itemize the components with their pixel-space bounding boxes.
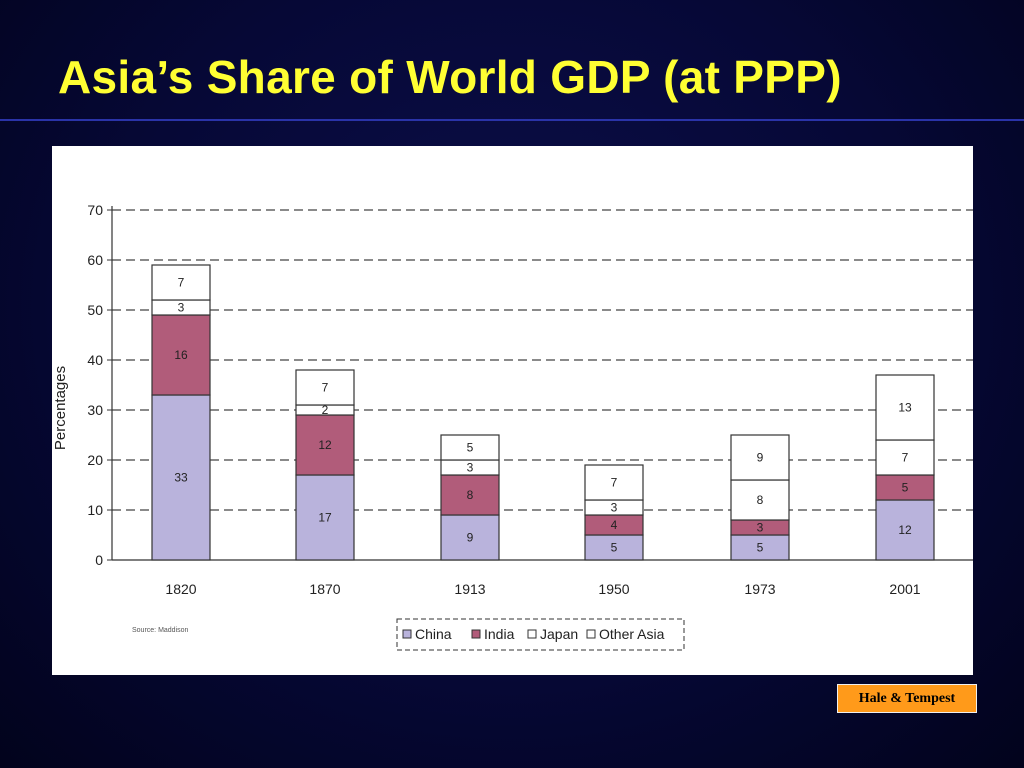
- data-label: 4: [611, 518, 618, 532]
- y-axis-label: Percentages: [52, 366, 69, 450]
- data-label: 2: [322, 403, 329, 417]
- data-label: 3: [757, 521, 764, 535]
- y-tick-label: 0: [95, 552, 103, 568]
- x-tick-label: 1913: [454, 581, 485, 597]
- x-tick-labels: 1820 1870 1913 1950 1973 2001: [165, 581, 920, 597]
- legend-swatch: [527, 629, 537, 639]
- bar-segment-china: [730, 534, 790, 561]
- credit-badge: Hale & Tempest: [837, 684, 977, 713]
- y-tick-label: 50: [87, 302, 103, 318]
- data-label: 7: [322, 381, 329, 395]
- data-label: 5: [611, 541, 618, 555]
- data-label: 17: [318, 511, 332, 525]
- legend-swatch: [471, 629, 481, 639]
- y-tick-label: 70: [87, 202, 103, 218]
- legend-label: India: [484, 626, 515, 642]
- bar-segment-other-asia: [875, 374, 935, 441]
- data-label: 33: [174, 471, 188, 485]
- data-label: 8: [467, 488, 474, 502]
- data-label: 7: [178, 276, 185, 290]
- data-label: 3: [611, 501, 618, 515]
- bar-segment-other-asia: [730, 434, 790, 481]
- data-label: 5: [757, 541, 764, 555]
- data-label: 5: [467, 441, 474, 455]
- data-label: 9: [467, 531, 474, 545]
- legend-label: Japan: [540, 626, 578, 642]
- bar-segment-china: [151, 394, 211, 561]
- legend-frame: [396, 618, 685, 651]
- data-label: 12: [898, 523, 912, 537]
- bar-segment-japan: [875, 439, 935, 476]
- data-label: 8: [757, 493, 764, 507]
- data-label: 13: [898, 401, 912, 415]
- bar-segment-china: [295, 474, 355, 561]
- data-label: 7: [611, 476, 618, 490]
- stacked-bar-chart: 0 10 20 30 40 50 60 70 33 16 3 7 17 12 2 7 9 8 3 5 5 4 3 7 5 3 8 9…: [52, 202, 973, 651]
- x-tick-label: 2001: [889, 581, 920, 597]
- y-tick-label: 60: [87, 252, 103, 268]
- x-tick-label: 1973: [744, 581, 775, 597]
- y-tick-label: 10: [87, 502, 103, 518]
- bar-segment-china: [875, 499, 935, 561]
- title-divider: [0, 119, 1024, 121]
- x-tick-label: 1820: [165, 581, 196, 597]
- y-tick-label: 30: [87, 402, 103, 418]
- bar-segment-other-asia: [151, 264, 211, 301]
- data-label: 7: [902, 451, 909, 465]
- bar-segment-other-asia: [295, 369, 355, 406]
- gridlines: [112, 209, 973, 511]
- data-label: 5: [902, 481, 909, 495]
- bar-segment-china: [584, 534, 644, 561]
- bar-segment-other-asia: [440, 434, 500, 461]
- x-tick-label: 1870: [309, 581, 340, 597]
- bars: 33 16 3 7 17 12 2 7 9 8 3 5 5 4 3 7 5 3 8 9 12 5 7 13: [151, 264, 935, 561]
- y-tick-label: 40: [87, 352, 103, 368]
- legend-label: Other Asia: [599, 626, 665, 642]
- data-label: 12: [318, 438, 332, 452]
- data-label: 16: [174, 348, 188, 362]
- legend-swatch: [586, 629, 596, 639]
- data-label: 3: [467, 461, 474, 475]
- axes: 0 10 20 30 40 50 60 70: [87, 202, 973, 568]
- bar-segment-india: [440, 474, 500, 516]
- data-label: 9: [757, 451, 764, 465]
- legend-swatch: [402, 629, 412, 639]
- data-label: 3: [178, 301, 185, 315]
- y-tick-label: 20: [87, 452, 103, 468]
- x-tick-label: 1950: [598, 581, 629, 597]
- legend-label: China: [415, 626, 452, 642]
- bar-segment-other-asia: [584, 464, 644, 501]
- legend: China India Japan Other Asia: [396, 618, 685, 651]
- source-note: Source: Maddison: [132, 627, 189, 634]
- slide-title: Asia’s Share of World GDP (at PPP): [58, 51, 842, 103]
- chart-panel: 0 10 20 30 40 50 60 70 33 16 3 7 17 12 2 7 9 8 3 5 5 4 3 7 5 3 8 9…: [52, 146, 973, 675]
